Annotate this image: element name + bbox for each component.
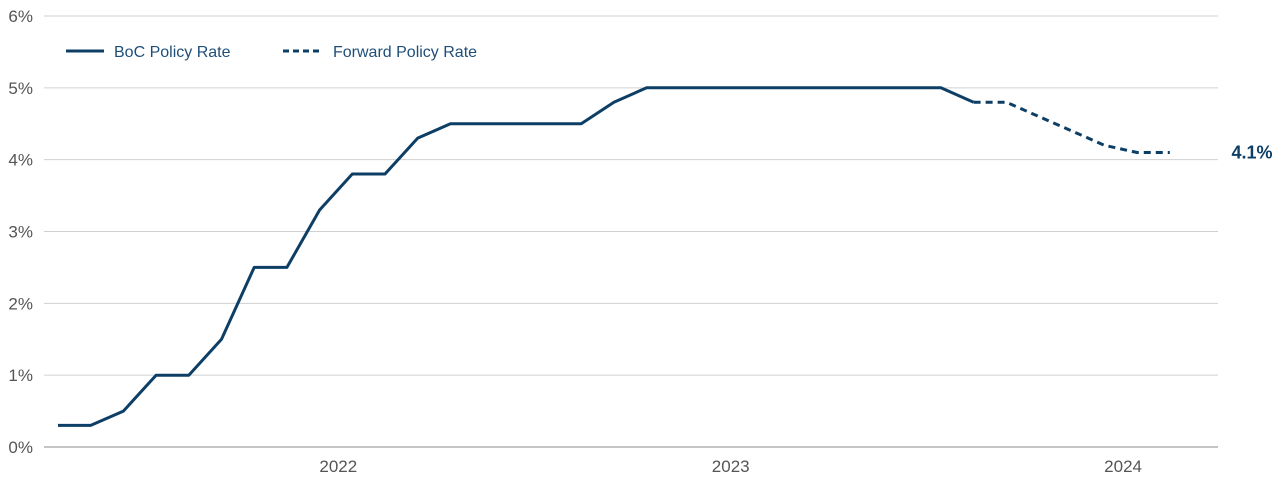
y-tick-label: 4% bbox=[8, 151, 33, 170]
x-tick-label: 2022 bbox=[319, 457, 357, 476]
series-line-forward-policy-rate bbox=[973, 100, 1170, 154]
y-tick-label: 2% bbox=[8, 294, 33, 313]
y-tick-label: 5% bbox=[8, 79, 33, 98]
y-axis-ticks: 0% 1% 2% 3% 4% 5% 6% bbox=[8, 7, 33, 457]
series-lines bbox=[58, 86, 1170, 427]
x-axis-ticks: 2022 2023 2024 bbox=[319, 457, 1142, 476]
x-tick-label: 2024 bbox=[1104, 457, 1142, 476]
gridlines bbox=[44, 15, 1218, 376]
y-tick-label: 6% bbox=[8, 7, 33, 26]
legend-label-boc-policy-rate: BoC Policy Rate bbox=[114, 44, 231, 61]
series-line-boc-policy-rate bbox=[58, 86, 975, 427]
x-tick-label: 2023 bbox=[712, 457, 750, 476]
end-value-label: 4.1% bbox=[1231, 142, 1272, 162]
legend-label-forward-policy-rate: Forward Policy Rate bbox=[333, 44, 477, 61]
legend: BoC Policy Rate Forward Policy Rate bbox=[66, 44, 477, 61]
y-tick-label: 3% bbox=[8, 223, 33, 242]
y-tick-label: 1% bbox=[8, 366, 33, 385]
y-tick-label: 0% bbox=[8, 438, 33, 457]
